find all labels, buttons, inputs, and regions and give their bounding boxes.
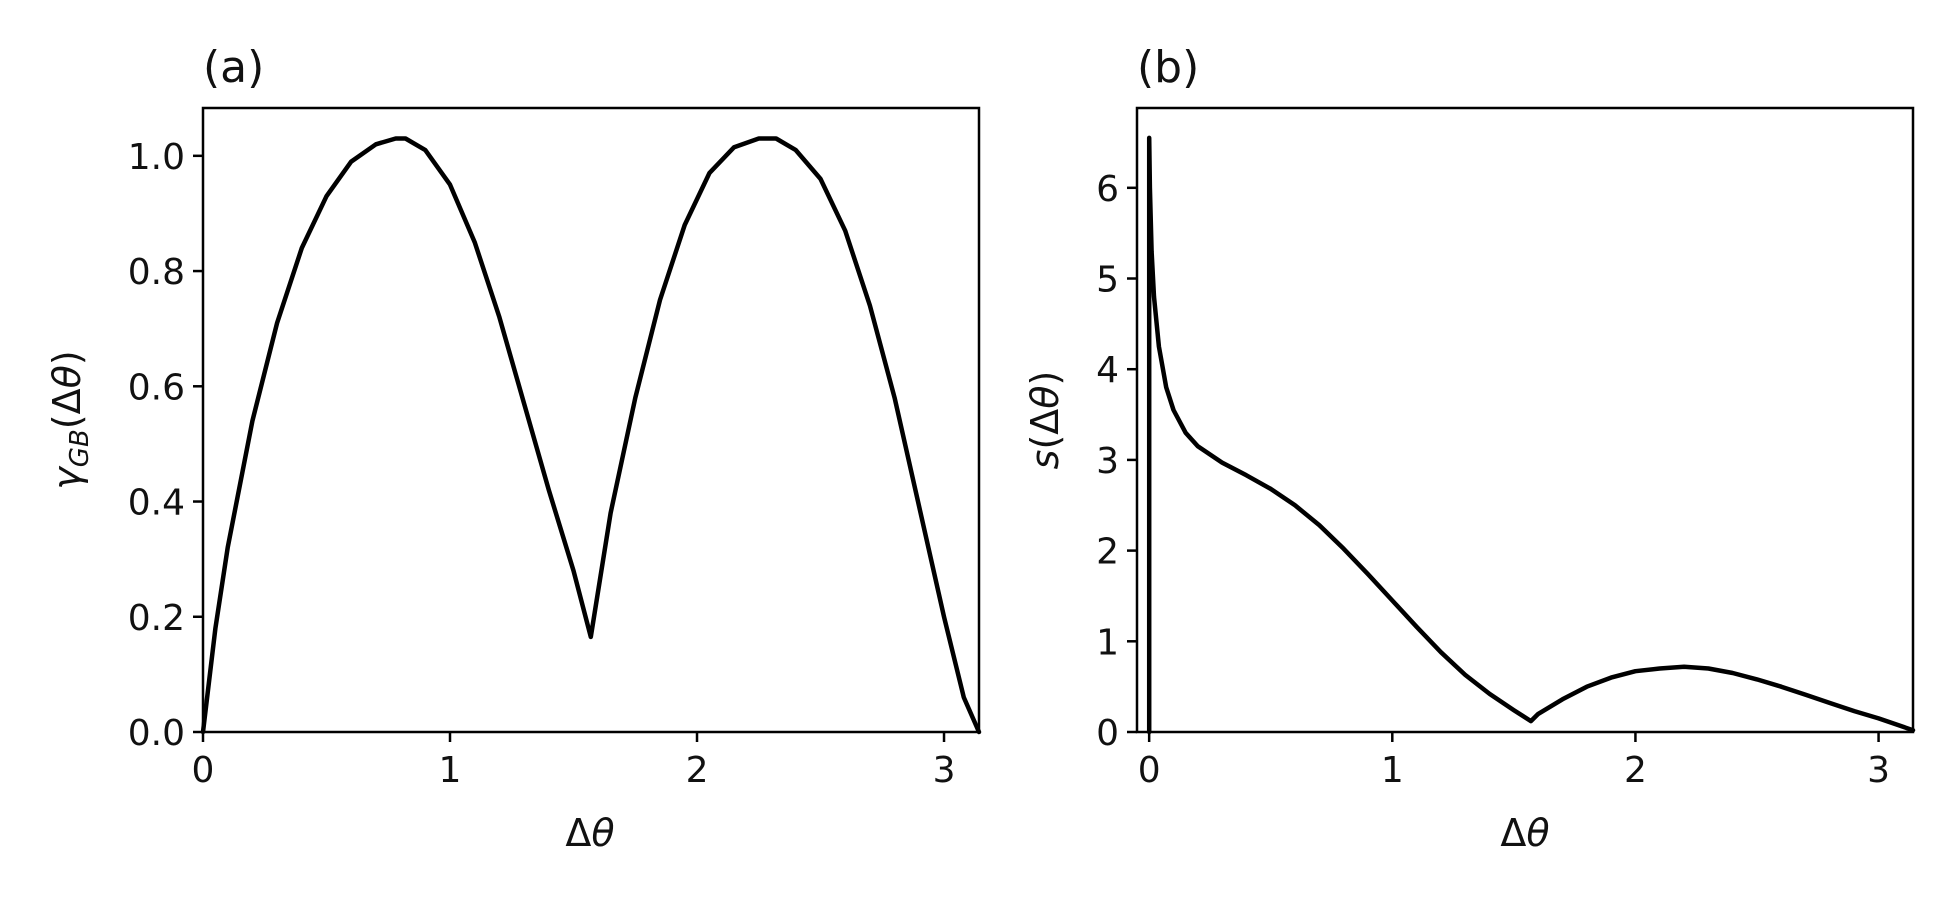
panel-a-label: (a) — [203, 42, 264, 93]
panel-b-ytick-label: 5 — [1096, 260, 1119, 301]
panel-a-xtick-label: 3 — [933, 750, 956, 791]
panel-b-ytick-label: 6 — [1096, 169, 1119, 210]
panel-b-xtick-label: 1 — [1381, 750, 1404, 791]
panel-b-ylabel: s(Δθ) — [1023, 371, 1067, 470]
panel-a-xtick-label: 0 — [192, 750, 215, 791]
panel-a-series-line — [200, 136, 982, 735]
panel-a-ylabel: γGB(Δθ) — [45, 350, 95, 489]
panel-a-xtick-label: 2 — [686, 750, 709, 791]
panel-b-xtick-label: 3 — [1867, 750, 1890, 791]
panel-a-ytick-label: 0.8 — [128, 252, 185, 293]
panel-a-ytick-label: 1.0 — [128, 137, 185, 178]
panel-b-ytick-label: 0 — [1096, 713, 1119, 754]
panel-b-ytick-label: 1 — [1096, 622, 1119, 663]
panel-b-ytick-label: 2 — [1096, 532, 1119, 573]
panel-a-xlabel: Δθ — [565, 811, 614, 855]
panel-b: (b) 0 1 2 3 0 1 2 3 4 5 6 Δθ s(Δθ) — [1023, 42, 1916, 855]
panel-a-ytick-label: 0.6 — [128, 367, 185, 408]
panel-b-xtick-label: 0 — [1138, 750, 1161, 791]
panel-a-xtick-label: 1 — [439, 750, 462, 791]
panel-a-frame — [201, 106, 981, 734]
panel-b-frame — [1135, 106, 1915, 734]
panel-b-label: (b) — [1137, 42, 1199, 93]
panel-b-ytick-label: 3 — [1096, 441, 1119, 482]
panel-b-series-line — [1146, 135, 1916, 735]
panel-b-xlabel: Δθ — [1500, 811, 1549, 855]
panel-a-ticks: 0 1 2 3 0.0 0.2 0.4 0.6 0.8 1.0 — [128, 137, 956, 791]
panel-b-xtick-label: 2 — [1624, 750, 1647, 791]
panel-a-ytick-label: 0.4 — [128, 483, 185, 524]
panel-b-ticks: 0 1 2 3 0 1 2 3 4 5 6 — [1096, 169, 1890, 791]
panel-a-ytick-label: 0.0 — [128, 713, 185, 754]
panel-a: (a) 0 1 2 3 0.0 0.2 0.4 0.6 0.8 1.0 Δθ γGB(Δθ) — [45, 42, 982, 855]
panel-a-ytick-label: 0.2 — [128, 598, 185, 639]
panel-b-ytick-label: 4 — [1096, 350, 1119, 391]
